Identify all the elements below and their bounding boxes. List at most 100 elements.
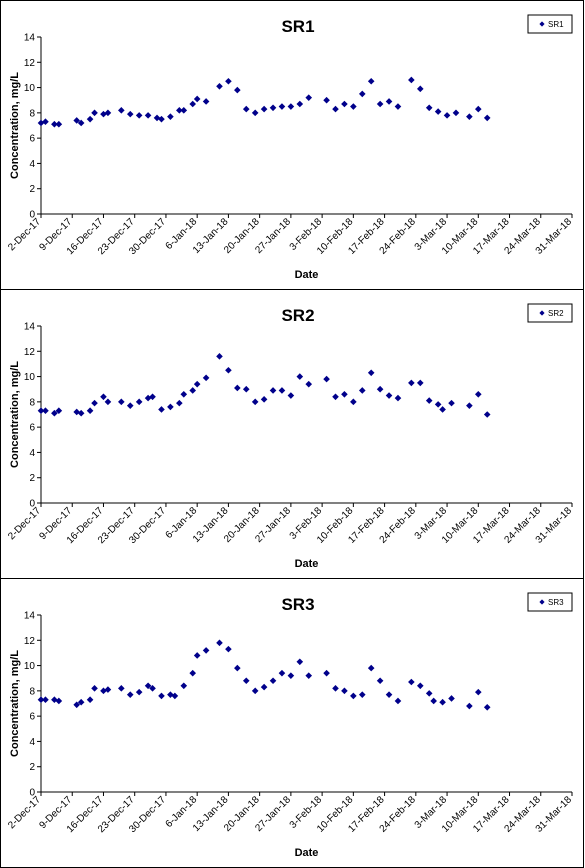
data-point-sr3 — [269, 677, 277, 685]
data-point-sr2 — [118, 398, 125, 406]
legend-marker — [539, 599, 545, 605]
data-point-sr3 — [385, 691, 393, 698]
data-point-sr2 — [425, 397, 433, 404]
data-point-sr1 — [126, 110, 134, 118]
data-point-sr3 — [376, 677, 384, 685]
data-point-sr1 — [367, 77, 375, 85]
data-point-sr2 — [394, 394, 402, 402]
data-point-sr3 — [100, 687, 107, 695]
data-point-sr3 — [225, 645, 232, 653]
data-point-sr3 — [425, 690, 433, 697]
data-point-sr2 — [474, 390, 482, 398]
y-tick-label: 4 — [29, 448, 35, 459]
data-point-sr1 — [305, 94, 313, 101]
data-point-sr3 — [278, 669, 286, 677]
y-tick-label: 12 — [24, 347, 36, 358]
y-tick-label: 14 — [24, 33, 36, 44]
data-point-sr1 — [332, 105, 339, 113]
data-point-sr2 — [242, 385, 250, 393]
data-point-sr3 — [126, 691, 134, 698]
data-point-sr2 — [439, 406, 446, 413]
data-point-sr2 — [86, 407, 94, 415]
data-point-sr2 — [296, 373, 304, 380]
data-point-sr1 — [269, 104, 277, 112]
data-point-sr2 — [269, 387, 277, 394]
data-point-sr1 — [234, 86, 241, 94]
y-tick-label: 14 — [24, 611, 36, 622]
data-point-sr1 — [86, 115, 94, 123]
data-point-sr1 — [385, 98, 393, 105]
data-point-sr2 — [323, 375, 330, 383]
x-axis-label: Date — [295, 847, 319, 859]
data-point-sr1 — [144, 112, 152, 119]
data-point-sr1 — [77, 119, 85, 127]
data-point-sr3 — [483, 703, 491, 711]
data-point-sr3 — [323, 669, 330, 677]
data-point-sr2 — [135, 398, 143, 406]
data-point-sr1 — [167, 113, 174, 120]
data-point-sr1 — [118, 107, 125, 114]
data-point-sr2 — [176, 399, 183, 407]
y-tick-label: 4 — [29, 737, 35, 748]
y-axis-label: Concentration, mg/L — [9, 650, 21, 757]
y-tick-label: 2 — [29, 184, 35, 195]
legend-marker — [539, 21, 545, 27]
y-tick-label: 14 — [24, 322, 36, 333]
y-tick-label: 4 — [29, 159, 35, 170]
data-point-sr1 — [153, 114, 161, 122]
data-point-sr2 — [225, 366, 232, 374]
chart-title: SR2 — [281, 306, 314, 325]
data-point-sr3 — [260, 683, 268, 691]
legend-label: SR3 — [548, 598, 564, 607]
data-point-sr2 — [51, 409, 58, 417]
data-point-sr2 — [341, 390, 348, 398]
y-tick-label: 6 — [29, 134, 35, 145]
data-point-sr3 — [144, 682, 152, 690]
data-point-sr2 — [358, 387, 366, 394]
data-point-sr2 — [376, 385, 384, 393]
data-point-sr2 — [126, 402, 134, 409]
data-point-sr3 — [216, 639, 223, 647]
legend-box — [527, 592, 573, 612]
y-tick-label: 0 — [29, 499, 35, 510]
legend: SR2 — [527, 303, 573, 323]
data-point-sr3 — [242, 677, 250, 685]
chart-title: SR1 — [281, 17, 314, 36]
data-point-sr3 — [296, 658, 304, 666]
y-axis-label: Concentration, mg/L — [9, 72, 21, 179]
data-point-sr3 — [91, 685, 98, 692]
data-point-sr2 — [332, 393, 339, 401]
data-point-sr1 — [408, 76, 415, 84]
data-point-sr1 — [158, 115, 165, 123]
data-point-sr3 — [332, 685, 339, 692]
y-tick-label: 0 — [29, 788, 35, 799]
data-point-sr2 — [260, 396, 268, 403]
y-tick-label: 8 — [29, 108, 35, 119]
data-point-sr1 — [73, 117, 80, 124]
data-point-sr1 — [323, 96, 330, 104]
y-tick-label: 8 — [29, 397, 35, 408]
x-tick-label: 2-Dec-17 — [6, 216, 43, 253]
chart-title: SR3 — [281, 595, 314, 614]
data-point-sr2 — [483, 411, 491, 418]
data-point-sr3 — [305, 672, 313, 679]
data-point-sr3 — [287, 672, 295, 679]
data-point-sr3 — [167, 691, 174, 698]
data-point-sr3 — [474, 688, 482, 696]
y-axis-label: Concentration, mg/L — [9, 361, 21, 468]
x-tick-label: 2-Dec-17 — [6, 505, 43, 542]
data-point-sr3 — [135, 688, 143, 696]
data-point-sr2 — [448, 399, 455, 407]
data-point-sr2 — [42, 407, 49, 415]
data-point-sr3 — [394, 697, 402, 705]
data-point-sr2 — [180, 390, 188, 398]
data-point-sr1 — [42, 118, 49, 126]
data-point-sr3 — [86, 696, 94, 704]
y-tick-label: 6 — [29, 423, 35, 434]
data-point-sr1 — [135, 112, 143, 119]
data-point-sr2 — [278, 387, 286, 394]
data-point-sr3 — [118, 685, 125, 692]
y-tick-label: 2 — [29, 762, 35, 773]
data-point-sr3 — [367, 664, 375, 672]
data-point-sr2 — [251, 398, 259, 406]
